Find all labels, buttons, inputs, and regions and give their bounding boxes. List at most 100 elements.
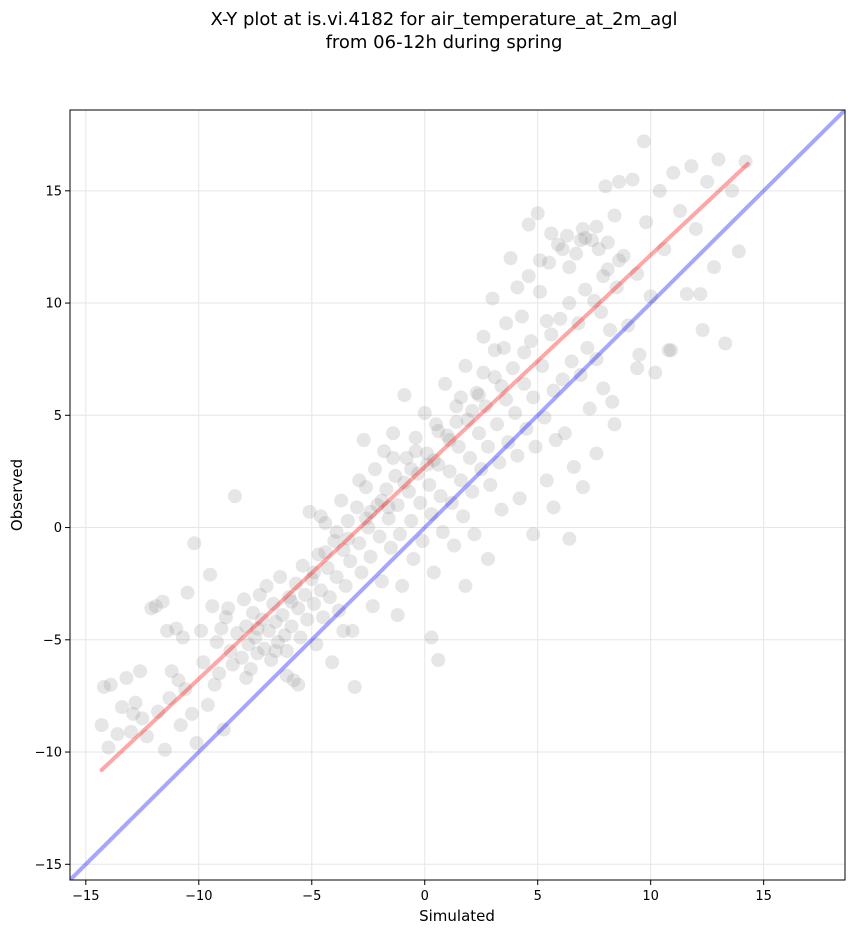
data-point: [370, 498, 385, 513]
one-to-one-line: [70, 110, 845, 880]
data-point: [517, 345, 532, 360]
data-point: [456, 509, 471, 524]
data-point: [288, 576, 303, 591]
data-point: [390, 608, 405, 623]
data-point: [449, 415, 464, 430]
data-point: [548, 433, 563, 447]
data-point: [447, 538, 462, 553]
data-point: [279, 644, 294, 659]
data-point: [282, 590, 297, 605]
data-point: [327, 534, 342, 549]
data-point: [679, 287, 694, 302]
data-point: [212, 666, 227, 681]
data-point: [555, 242, 570, 257]
data-point: [268, 614, 283, 629]
data-point: [395, 578, 410, 593]
data-point: [225, 657, 240, 672]
data-point: [239, 670, 254, 685]
data-point: [573, 233, 588, 248]
data-point: [246, 605, 261, 620]
data-point: [542, 255, 557, 270]
data-point: [630, 361, 645, 376]
data-point: [564, 354, 579, 369]
data-point: [474, 462, 489, 477]
data-point: [236, 592, 251, 607]
data-point: [612, 174, 627, 189]
data-point: [248, 630, 263, 645]
x-tick-label: −10: [185, 889, 212, 904]
data-point: [478, 399, 493, 414]
data-point: [596, 381, 611, 396]
data-point: [544, 327, 559, 342]
data-point: [397, 388, 412, 403]
data-point: [453, 473, 468, 488]
data-point: [345, 623, 360, 638]
data-point: [297, 587, 312, 602]
data-point: [521, 217, 536, 232]
data-point: [718, 336, 733, 351]
y-axis-label: Observed: [8, 459, 26, 531]
data-point: [453, 390, 468, 405]
data-point: [126, 706, 141, 721]
data-point: [469, 385, 484, 400]
y-tick-label: 0: [54, 521, 62, 536]
data-point: [657, 242, 672, 257]
data-point: [101, 740, 116, 755]
data-point: [636, 134, 651, 149]
data-point: [661, 343, 676, 358]
data-point: [605, 394, 620, 409]
data-point: [239, 619, 254, 634]
data-point: [499, 316, 514, 331]
data-point: [596, 269, 611, 284]
data-point: [532, 284, 547, 299]
data-point: [340, 531, 355, 546]
data-point: [311, 547, 326, 562]
data-point: [227, 489, 242, 504]
data-point: [431, 457, 446, 472]
data-point: [562, 531, 577, 546]
data-point: [175, 630, 190, 645]
data-point: [582, 401, 597, 416]
data-point: [284, 619, 299, 634]
data-point: [381, 511, 396, 526]
data-point: [616, 248, 631, 263]
y-tick-label: −15: [35, 858, 62, 873]
data-point: [307, 596, 322, 611]
data-point: [347, 679, 362, 694]
data-point: [706, 260, 721, 275]
data-point: [334, 493, 349, 508]
data-point: [173, 718, 188, 733]
data-point: [291, 677, 306, 692]
data-point: [648, 365, 663, 380]
data-point: [587, 293, 602, 308]
data-point: [200, 697, 215, 712]
data-point: [273, 569, 288, 584]
data-point: [203, 567, 218, 582]
data-point: [632, 347, 647, 362]
data-point: [363, 504, 378, 519]
data-point: [178, 682, 193, 697]
data-point: [609, 280, 624, 295]
data-point: [221, 601, 236, 616]
data-point: [343, 554, 358, 569]
data-point: [521, 269, 536, 284]
data-point: [209, 635, 224, 650]
data-point: [578, 230, 593, 245]
data-point: [279, 668, 294, 683]
data-point: [264, 653, 279, 667]
data-point: [358, 480, 373, 495]
data-point: [494, 379, 509, 394]
data-point: [471, 388, 486, 403]
data-point: [544, 226, 559, 241]
data-point: [442, 433, 457, 447]
data-point: [519, 421, 534, 436]
data-point: [738, 154, 753, 169]
x-tick-label: 0: [421, 889, 429, 904]
data-point: [433, 489, 448, 504]
data-point: [338, 578, 353, 593]
data-point: [329, 569, 344, 584]
data-point: [408, 444, 423, 459]
data-point: [465, 403, 480, 418]
data-point: [397, 475, 412, 490]
data-point: [532, 253, 547, 268]
